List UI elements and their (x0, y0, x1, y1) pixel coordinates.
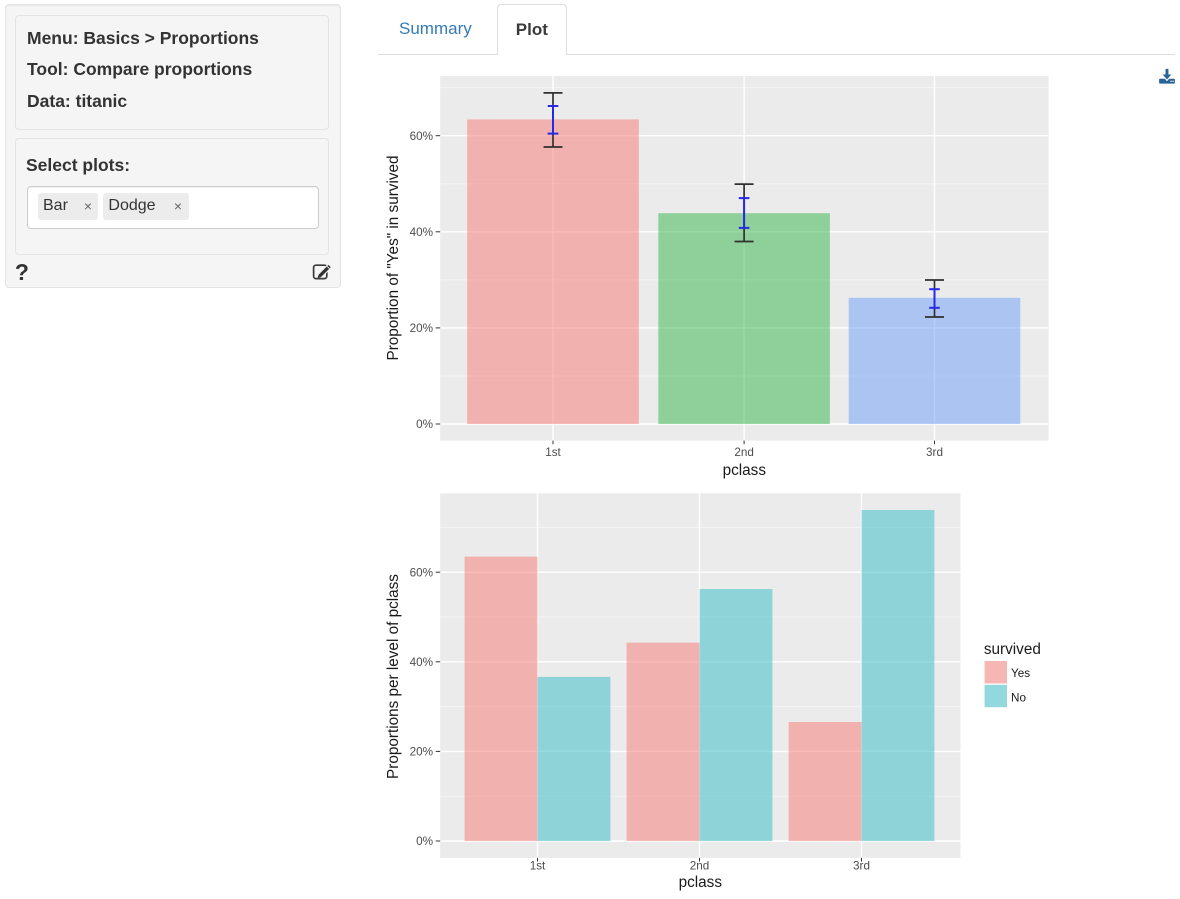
svg-text:1st: 1st (530, 860, 546, 873)
svg-text:0%: 0% (416, 835, 433, 848)
svg-text:40%: 40% (410, 656, 433, 669)
svg-text:40%: 40% (410, 226, 433, 239)
svg-text:pclass: pclass (723, 462, 767, 479)
svg-text:20%: 20% (410, 322, 433, 335)
svg-text:survived: survived (984, 641, 1041, 658)
svg-text:No: No (1011, 691, 1026, 704)
svg-text:1st: 1st (545, 446, 561, 459)
svg-text:pclass: pclass (679, 874, 723, 891)
svg-text:60%: 60% (410, 130, 433, 143)
svg-text:Proportions per level of pclas: Proportions per level of pclass (385, 574, 402, 779)
svg-text:20%: 20% (410, 746, 433, 759)
svg-text:3rd: 3rd (853, 860, 870, 873)
svg-text:Yes: Yes (1011, 667, 1030, 680)
svg-text:Proportion of "Yes" in survive: Proportion of "Yes" in survived (385, 155, 402, 360)
svg-text:2nd: 2nd (690, 860, 710, 873)
svg-text:3rd: 3rd (926, 446, 943, 459)
svg-text:0%: 0% (416, 418, 433, 431)
svg-text:60%: 60% (410, 566, 433, 579)
svg-text:2nd: 2nd (734, 446, 754, 459)
